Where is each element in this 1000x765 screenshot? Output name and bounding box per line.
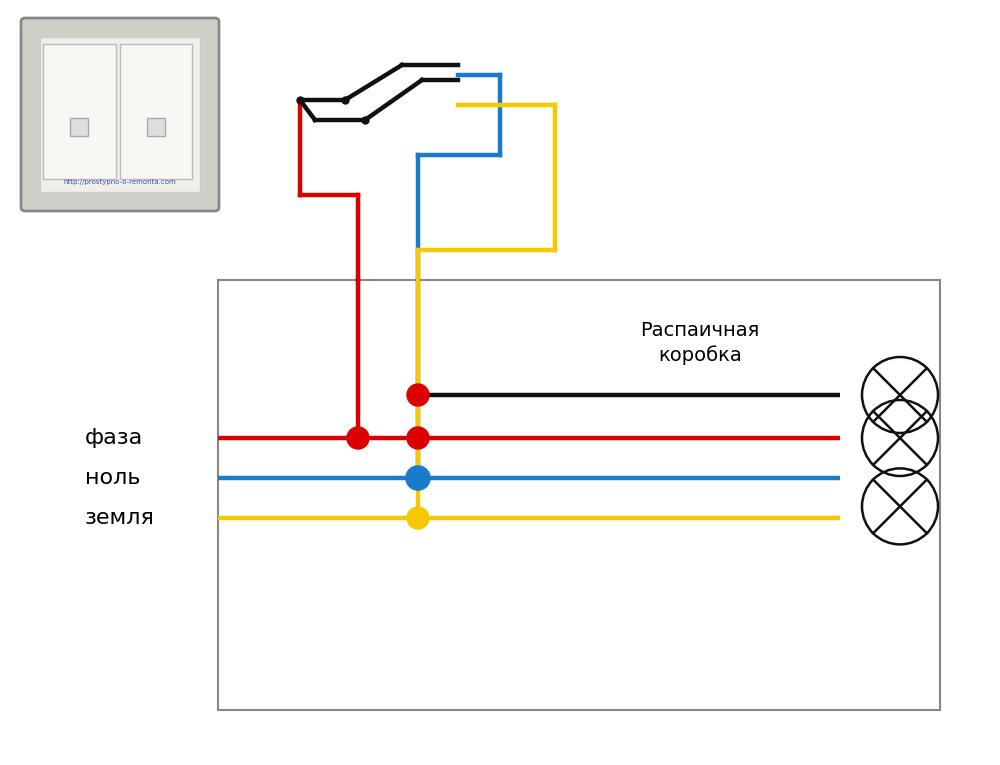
FancyBboxPatch shape xyxy=(21,18,219,211)
Circle shape xyxy=(407,384,429,406)
Circle shape xyxy=(407,507,429,529)
Circle shape xyxy=(347,427,369,449)
Text: фаза: фаза xyxy=(85,428,143,448)
Bar xyxy=(40,37,200,192)
Bar xyxy=(147,118,165,135)
Bar xyxy=(218,280,940,710)
Text: ноль: ноль xyxy=(85,468,140,488)
Bar xyxy=(43,44,116,179)
Text: Распаичная: Распаичная xyxy=(640,321,760,340)
Text: земля: земля xyxy=(85,508,155,528)
Circle shape xyxy=(406,466,430,490)
Text: коробка: коробка xyxy=(658,345,742,365)
Bar xyxy=(120,44,192,179)
Text: http://prostypno-o-remonta.com: http://prostypno-o-remonta.com xyxy=(64,179,176,185)
Bar xyxy=(70,118,88,135)
Circle shape xyxy=(407,427,429,449)
